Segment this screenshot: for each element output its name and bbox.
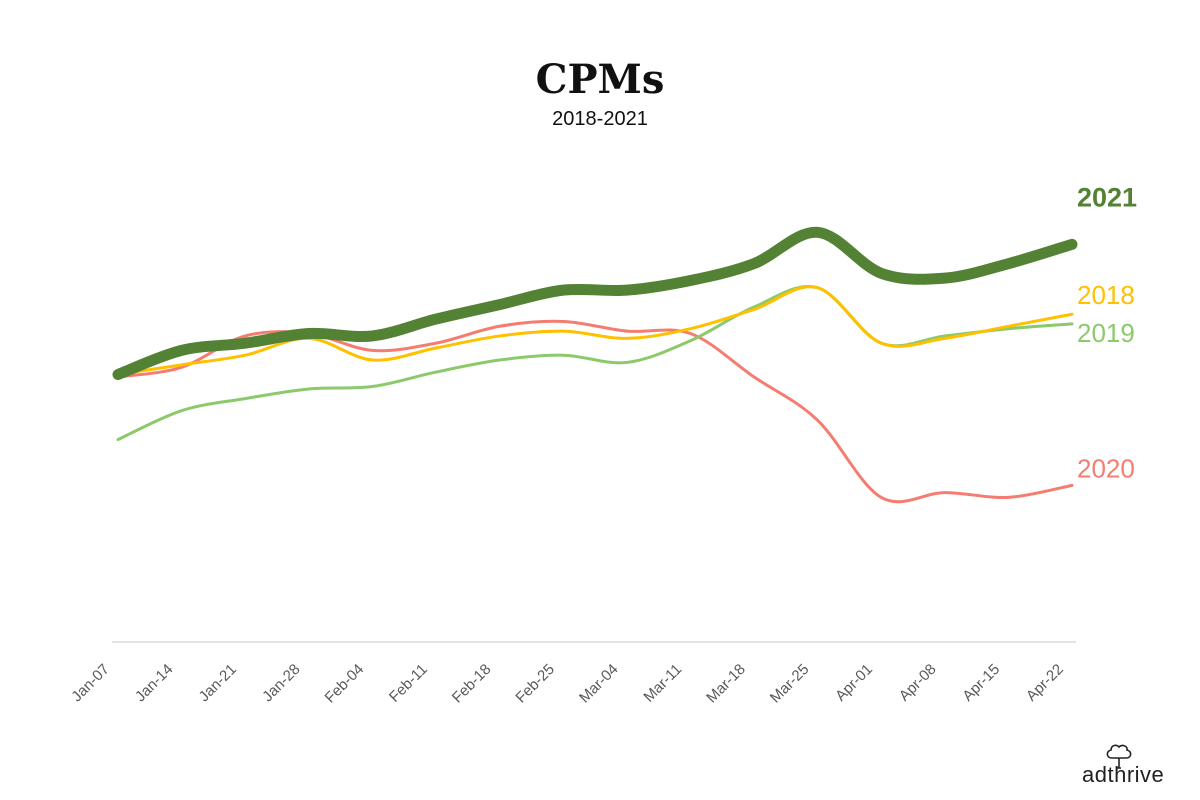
x-tick-label: Jan-28	[259, 661, 303, 705]
series-labels: 2020 2019 2018 2021	[1077, 182, 1137, 483]
x-tick-label: Jan-14	[132, 661, 176, 705]
x-tick-label: Feb-11	[386, 661, 431, 706]
x-tick-label: Apr-15	[959, 661, 1003, 705]
x-tick-label: Mar-04	[576, 661, 622, 707]
series-line-2018	[116, 285, 1074, 376]
series-line-2019	[116, 285, 1074, 442]
x-tick-label: Apr-08	[896, 661, 940, 705]
x-tick-label: Apr-22	[1023, 661, 1067, 705]
series-line-2021	[112, 226, 1078, 380]
x-tick-label: Jan-07	[68, 661, 112, 705]
x-tick-label: Jan-21	[196, 661, 240, 705]
series-label-2021: 2021	[1077, 182, 1137, 212]
series-lines	[112, 226, 1078, 504]
x-tick-label: Feb-18	[449, 661, 495, 707]
tree-icon	[1106, 744, 1132, 769]
series-line-2020	[116, 319, 1074, 504]
x-axis-ticks: Jan-07 Jan-14 Jan-21 Jan-28 Feb-04 Feb-11 Feb-…	[68, 661, 1066, 707]
x-tick-label: Feb-25	[512, 661, 558, 707]
chart-title: CPMs	[535, 56, 665, 103]
series-label-2018: 2018	[1077, 280, 1135, 310]
x-tick-label: Mar-11	[640, 661, 685, 706]
x-tick-label: Mar-18	[703, 661, 749, 707]
x-tick-label: Apr-01	[832, 661, 876, 705]
x-tick-label: Mar-25	[767, 661, 813, 707]
chart-subtitle: 2018-2021	[552, 108, 648, 130]
series-label-2019: 2019	[1077, 318, 1135, 348]
logo-text: adthrive	[1082, 762, 1165, 787]
series-label-2020: 2020	[1077, 453, 1135, 483]
x-tick-label: Feb-04	[322, 661, 368, 707]
adthrive-logo: adthrive	[1082, 744, 1182, 788]
